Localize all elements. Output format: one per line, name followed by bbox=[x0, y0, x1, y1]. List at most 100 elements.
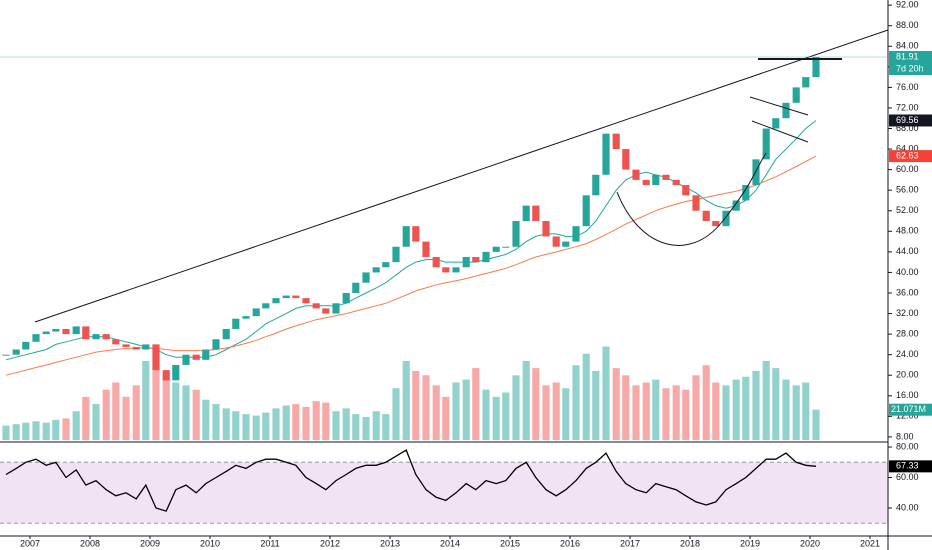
rsi-line bbox=[5, 449, 817, 512]
volume-bar bbox=[122, 396, 130, 440]
y-tick-label: 48.00 bbox=[896, 226, 919, 236]
x-tick-label: 2009 bbox=[140, 538, 160, 548]
volume-bar bbox=[692, 375, 700, 440]
volume-bar bbox=[542, 385, 550, 440]
volume-bar bbox=[732, 379, 740, 440]
candle-body bbox=[462, 257, 470, 268]
y-tick-label: 32.00 bbox=[896, 308, 919, 318]
candle-body bbox=[692, 195, 700, 211]
x-tick-label: 2013 bbox=[380, 538, 400, 548]
volume-bar bbox=[662, 388, 670, 440]
volume-bar bbox=[502, 392, 510, 440]
candle-body bbox=[152, 344, 160, 371]
candle-body bbox=[812, 57, 820, 78]
y-tick-label: 44.00 bbox=[896, 246, 919, 256]
y-tick-label: 24.00 bbox=[896, 349, 919, 359]
volume-bar bbox=[242, 414, 250, 440]
volume-bar bbox=[712, 382, 720, 440]
rsi-tick-label: 60.00 bbox=[896, 472, 919, 482]
volume-bar bbox=[302, 406, 310, 440]
volume-bar bbox=[492, 396, 500, 440]
volume-bar bbox=[432, 385, 440, 440]
volume-bar bbox=[762, 360, 770, 440]
rsi-tick-label: 40.00 bbox=[896, 502, 919, 512]
moving-average bbox=[5, 155, 817, 376]
candle-body bbox=[702, 210, 710, 222]
candle-body bbox=[202, 349, 210, 360]
x-tick-label: 2008 bbox=[80, 538, 100, 548]
rsi-tick-label: 80.00 bbox=[896, 441, 919, 451]
volume-bar bbox=[252, 415, 260, 440]
volume-bar bbox=[82, 396, 90, 440]
volume-bar bbox=[622, 375, 630, 440]
y-tick-label: 72.00 bbox=[896, 102, 919, 112]
volume-bar bbox=[402, 360, 410, 440]
candle-body bbox=[542, 221, 550, 237]
candle-body bbox=[622, 149, 630, 170]
volume-bar bbox=[32, 421, 40, 440]
candle-body bbox=[172, 364, 180, 381]
candle-body bbox=[582, 195, 590, 227]
candle-body bbox=[662, 174, 670, 180]
candle-body bbox=[312, 303, 320, 309]
volume-bar bbox=[152, 353, 160, 440]
candle-body bbox=[432, 257, 440, 268]
candle-body bbox=[512, 221, 520, 247]
volume-bar bbox=[72, 411, 80, 440]
ma-tag-label: 69.56 bbox=[896, 115, 919, 125]
y-tick-label: 12.00 bbox=[896, 411, 919, 421]
candle-body bbox=[672, 179, 680, 186]
ma-tag-label: 62.63 bbox=[896, 150, 919, 160]
candle-body bbox=[722, 210, 730, 227]
last-price-tag: 81.91 7d 20h bbox=[889, 51, 932, 76]
volume-bar bbox=[552, 382, 560, 440]
volume-bar bbox=[602, 346, 610, 440]
candle-body bbox=[292, 295, 300, 299]
volume-bar bbox=[642, 382, 650, 440]
volume-tag: 21.071M bbox=[889, 403, 932, 416]
candle-body bbox=[302, 298, 310, 304]
volume-bar bbox=[142, 360, 150, 440]
x-tick-label: 2020 bbox=[800, 538, 820, 548]
candle-body bbox=[632, 169, 640, 180]
candle-body bbox=[232, 318, 240, 329]
volume-bar bbox=[232, 411, 240, 440]
rsi-tag: 67.33 bbox=[889, 460, 932, 473]
candle-body bbox=[572, 226, 580, 242]
x-tick-label: 2011 bbox=[260, 538, 279, 548]
y-tick-label: 68.00 bbox=[896, 123, 919, 133]
volume-bar bbox=[162, 375, 170, 440]
candle-body bbox=[522, 205, 530, 222]
candle-body bbox=[242, 316, 250, 319]
y-tick-label: 52.00 bbox=[896, 205, 919, 215]
drawings bbox=[34, 29, 889, 323]
volume-bar bbox=[772, 368, 780, 440]
y-tick-label: 56.00 bbox=[896, 185, 919, 195]
volume-bar bbox=[612, 368, 620, 440]
candle-body bbox=[92, 334, 100, 340]
volume-bar bbox=[582, 353, 590, 440]
candle-body bbox=[72, 326, 80, 335]
x-tick-label: 2021 bbox=[860, 538, 880, 548]
channel-line bbox=[751, 120, 809, 143]
volume-bar bbox=[372, 411, 380, 440]
volume-bar bbox=[412, 370, 420, 440]
candle-body bbox=[212, 339, 220, 350]
volume-bar bbox=[522, 360, 530, 440]
rsi-tag-bg bbox=[889, 460, 932, 473]
countdown-label: 7d 20h bbox=[896, 63, 924, 73]
volume-bar bbox=[212, 404, 220, 440]
cup-curve bbox=[616, 152, 767, 246]
candle-body bbox=[472, 257, 480, 263]
volume-bar bbox=[52, 419, 60, 440]
moving-average bbox=[5, 120, 817, 361]
x-tick-label: 2018 bbox=[680, 538, 700, 548]
volume-bar bbox=[292, 404, 300, 440]
volume-tag-label: 21.071M bbox=[891, 404, 926, 414]
candle-body bbox=[372, 267, 380, 273]
volume-bar bbox=[672, 385, 680, 440]
last-price-label: 81.91 bbox=[896, 51, 919, 61]
x-tick-label: 2007 bbox=[20, 538, 40, 548]
volume-bar bbox=[362, 416, 370, 440]
candle-body bbox=[332, 303, 340, 314]
